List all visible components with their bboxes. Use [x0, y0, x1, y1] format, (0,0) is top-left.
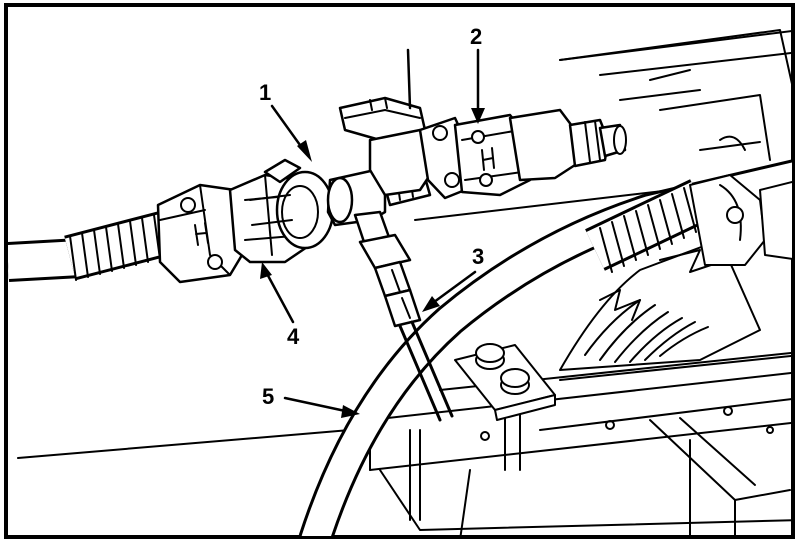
corrugated-hose-left: [8, 209, 176, 282]
chassis-frame: [17, 29, 792, 536]
background-panel: [559, 29, 792, 161]
mounting-bracket: [454, 343, 556, 421]
branch-line-3: [353, 210, 454, 422]
quick-coupling-left: [228, 158, 335, 264]
svg-text:5: 5: [262, 384, 274, 409]
sensor-block: [338, 48, 627, 200]
corrugated-hose-right: [585, 174, 792, 273]
bolt-icon: [475, 343, 505, 370]
callout-5: 5: [262, 384, 360, 418]
figure-border: [4, 3, 795, 539]
svg-text:1: 1: [259, 80, 271, 105]
callout-4: 4: [260, 262, 300, 349]
callout-3: 3: [422, 244, 484, 312]
callout-1: 1: [259, 80, 312, 162]
left-coupler: [156, 183, 247, 284]
bolt-icon: [500, 368, 530, 395]
svg-text:2: 2: [470, 24, 482, 49]
svg-text:4: 4: [287, 324, 300, 349]
callout-2: 2: [470, 24, 485, 124]
svg-text:3: 3: [472, 244, 484, 269]
